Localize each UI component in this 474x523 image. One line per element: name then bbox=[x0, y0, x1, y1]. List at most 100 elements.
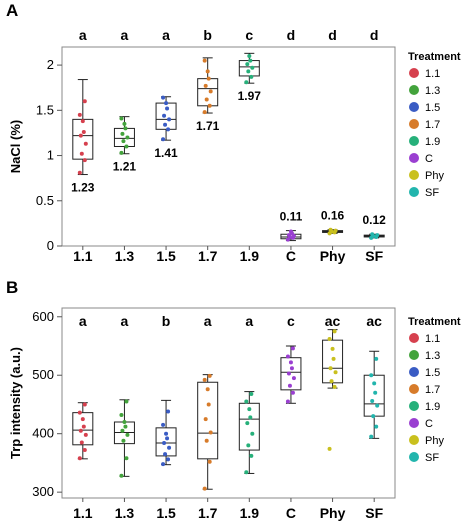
data-point bbox=[163, 452, 168, 457]
legend-label: 1.9 bbox=[425, 136, 440, 148]
panel-b-x-tick-labels: 1.1 1.3 1.5 1.7 1.9 C Phy SF bbox=[73, 498, 384, 521]
legend-item: C bbox=[409, 418, 433, 430]
legend-item: 1.1 bbox=[409, 68, 440, 80]
legend-label: 1.5 bbox=[425, 367, 440, 379]
panel-b-letter: B bbox=[6, 278, 18, 297]
data-point bbox=[207, 103, 212, 108]
significance-letter: a bbox=[204, 313, 212, 329]
legend-item: Phy bbox=[409, 435, 444, 447]
data-point bbox=[82, 402, 87, 407]
data-point bbox=[81, 130, 86, 135]
panel-a-y-axis-label: NaCl (%) bbox=[8, 120, 23, 173]
data-point bbox=[161, 462, 166, 467]
data-point bbox=[78, 428, 83, 433]
data-point bbox=[167, 117, 172, 122]
data-point bbox=[77, 410, 82, 415]
data-point bbox=[373, 390, 378, 395]
significance-letter: a bbox=[121, 27, 129, 43]
box-SF bbox=[363, 232, 385, 240]
legend-swatch bbox=[409, 333, 419, 343]
x-tick-label: C bbox=[286, 505, 296, 521]
data-point bbox=[244, 80, 249, 85]
legend-label: SF bbox=[425, 452, 439, 464]
legend-label: 1.7 bbox=[425, 384, 440, 396]
data-point bbox=[291, 376, 296, 381]
data-point bbox=[206, 76, 211, 81]
data-point bbox=[246, 69, 251, 74]
legend-swatch bbox=[409, 170, 419, 180]
legend-label: 1.3 bbox=[425, 85, 440, 97]
data-point bbox=[372, 381, 377, 386]
significance-letter: c bbox=[245, 27, 253, 43]
significance-letter: a bbox=[245, 313, 253, 329]
data-point bbox=[375, 233, 380, 238]
legend-item: 1.9 bbox=[409, 401, 440, 413]
data-point bbox=[245, 62, 250, 67]
significance-letter: a bbox=[121, 313, 129, 329]
data-point bbox=[250, 65, 255, 70]
box-1.3 bbox=[113, 116, 135, 155]
iqr-box bbox=[238, 402, 260, 451]
data-point bbox=[203, 417, 208, 422]
data-point bbox=[164, 431, 169, 436]
data-point bbox=[166, 457, 171, 462]
data-point bbox=[166, 409, 171, 414]
data-point bbox=[83, 141, 88, 146]
significance-letter: a bbox=[79, 313, 87, 329]
legend-panel-b: Treatment 1.1 1.3 1.5 1.7 1.9 C Phy SF bbox=[408, 316, 461, 464]
legend-item: 1.7 bbox=[409, 119, 440, 131]
data-point bbox=[202, 486, 207, 491]
significance-letter: d bbox=[370, 27, 379, 43]
legend-label: 1.1 bbox=[425, 68, 440, 80]
panel-b-y-ticks: 300 400 500 600 bbox=[32, 309, 62, 499]
x-tick-label: 1.7 bbox=[198, 248, 218, 264]
x-tick-label: Phy bbox=[320, 248, 346, 264]
mean-label: 1.97 bbox=[238, 89, 262, 103]
data-point bbox=[121, 139, 126, 144]
legend-title: Treatment bbox=[408, 51, 461, 63]
data-point bbox=[165, 436, 170, 441]
significance-letter: ac bbox=[325, 313, 341, 329]
data-point bbox=[286, 371, 291, 376]
mean-label: 0.11 bbox=[280, 210, 303, 224]
data-point bbox=[207, 459, 212, 464]
data-point bbox=[332, 329, 337, 334]
data-point bbox=[161, 422, 166, 427]
data-point bbox=[370, 398, 375, 403]
legend-item: Phy bbox=[409, 170, 444, 182]
data-point bbox=[371, 414, 376, 419]
legend-item: 1.7 bbox=[409, 384, 440, 396]
data-point bbox=[162, 113, 167, 118]
x-tick-label: C bbox=[286, 248, 296, 264]
data-point bbox=[244, 470, 249, 475]
x-tick-label: 1.1 bbox=[73, 248, 93, 264]
y-tick-label: 500 bbox=[32, 367, 54, 382]
legend-item: 1.3 bbox=[409, 85, 440, 97]
box-1.9 bbox=[238, 52, 260, 85]
legend-item: 1.9 bbox=[409, 136, 440, 148]
x-tick-label: 1.3 bbox=[115, 248, 135, 264]
legend-swatch bbox=[409, 68, 419, 78]
data-point bbox=[162, 441, 167, 446]
iqr-box bbox=[238, 60, 260, 77]
panel-b-boxes bbox=[72, 329, 385, 491]
legend-label: C bbox=[425, 418, 433, 430]
data-point bbox=[244, 399, 249, 404]
data-point bbox=[119, 116, 124, 121]
mean-label: 0.16 bbox=[321, 209, 345, 223]
significance-letter: a bbox=[79, 27, 87, 43]
significance-letter: d bbox=[328, 27, 337, 43]
iqr-box bbox=[72, 412, 94, 446]
data-point bbox=[369, 434, 374, 439]
legend-swatch bbox=[409, 119, 419, 129]
data-point bbox=[123, 126, 128, 131]
significance-letter: b bbox=[203, 27, 212, 43]
box-1.9 bbox=[238, 391, 260, 475]
data-point bbox=[247, 54, 252, 59]
data-point bbox=[202, 110, 207, 115]
legend-item: 1.5 bbox=[409, 367, 440, 379]
box-1.1 bbox=[72, 402, 94, 461]
data-point bbox=[331, 356, 336, 361]
data-point bbox=[327, 446, 332, 451]
